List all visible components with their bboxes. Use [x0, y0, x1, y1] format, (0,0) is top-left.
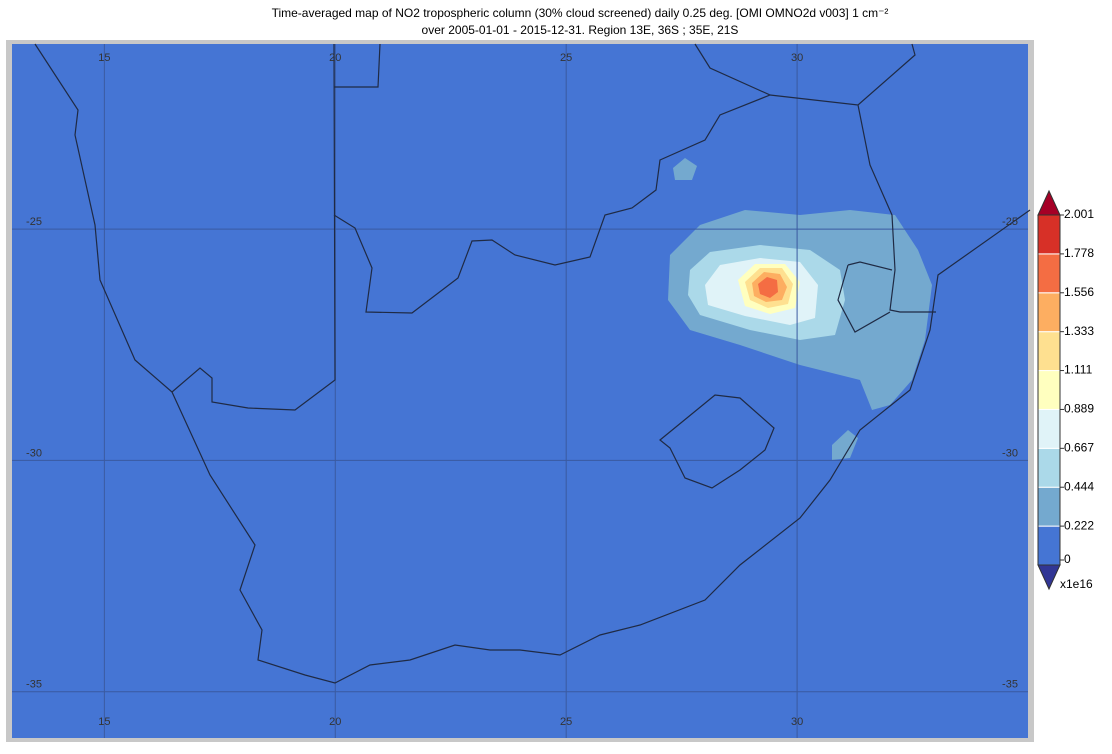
colorbar-segment: [1037, 486, 1061, 527]
lon-tick-label: 30: [791, 716, 803, 728]
colorbar-segment: [1037, 292, 1061, 333]
lon-tick-label: 25: [560, 52, 572, 64]
colorbar-outline: [1037, 214, 1061, 566]
borders: [34, 43, 1031, 684]
colorbar-segment: [1037, 331, 1061, 372]
lat-tick-label: -35: [1002, 679, 1018, 691]
colorbar-label: 0.222: [1064, 518, 1094, 532]
colorbar-label: 1.111: [1064, 363, 1093, 377]
grid: [12, 44, 1028, 738]
colorbar-label: 0.667: [1064, 441, 1094, 455]
border-zimbabwe: [334, 43, 936, 333]
colorbar-label: 2.001: [1064, 207, 1094, 221]
colorbar-over: [1037, 189, 1061, 216]
title-line1: Time-averaged map of NO2 tropospheric co…: [272, 6, 889, 20]
tick-labels: 15 15 20 20 25 25 30 30 -25 -25 -30 -30 -35 -35: [26, 52, 1018, 728]
colorbar-under: [1037, 564, 1061, 591]
colorbar: 0 0.222 0.444 0.667 0.889 1.111 1.333 1.556 1.77…: [1037, 189, 1094, 591]
lon-tick-label: 15: [98, 52, 110, 64]
contour-1b: [673, 158, 697, 180]
lon-tick-label: 25: [560, 716, 572, 728]
colorbar-label: 1.556: [1064, 285, 1094, 299]
colorbar-segment: [1037, 214, 1061, 255]
border-namibia: [171, 43, 336, 411]
no2-contours: [668, 158, 932, 460]
title-line2: over 2005-01-01 - 2015-12-31. Region 13E…: [422, 23, 739, 37]
colorbar-label: 1.778: [1064, 246, 1094, 260]
colorbar-label: 1.333: [1064, 324, 1094, 338]
lon-tick-label: 20: [329, 716, 341, 728]
contour-7: [758, 277, 778, 298]
colorbar-segment: [1037, 370, 1061, 410]
colorbar-label: 0: [1064, 552, 1071, 566]
colorbar-segment: [1037, 525, 1061, 566]
lon-tick-label: 20: [329, 52, 341, 64]
colorbar-label: 0.889: [1064, 402, 1094, 416]
lat-tick-label: -25: [1002, 216, 1018, 228]
border-lesotho: [659, 394, 775, 489]
contour-1c: [832, 430, 858, 460]
colorbar-unit: x1e16: [1060, 577, 1093, 591]
lon-tick-label: 15: [98, 716, 110, 728]
lat-tick-label: -30: [1002, 447, 1018, 459]
lat-tick-label: -35: [26, 679, 42, 691]
lat-tick-label: -30: [26, 447, 42, 459]
colorbar-label: 0.444: [1064, 479, 1094, 493]
colorbar-segment: [1037, 447, 1061, 488]
border-botswana: [333, 43, 772, 314]
colorbar-segment: [1037, 408, 1061, 449]
lon-tick-label: 30: [791, 52, 803, 64]
colorbar-segment: [1037, 253, 1061, 294]
map-background: [12, 44, 1028, 738]
lat-tick-label: -25: [26, 216, 42, 228]
coastline: [34, 43, 1031, 684]
